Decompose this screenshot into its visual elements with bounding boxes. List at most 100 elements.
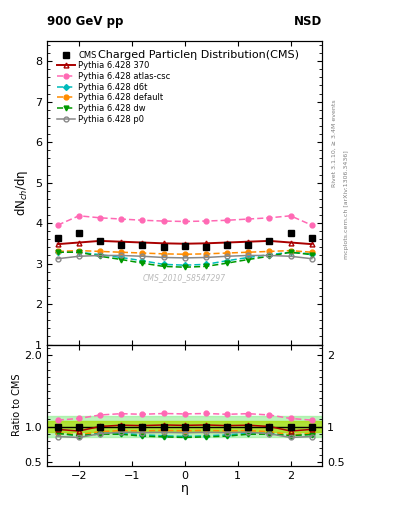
Pythia 6.428 d6t: [140, 258, 145, 264]
Pythia 6.428 d6t: [161, 261, 166, 267]
Pythia 6.428 dw: [119, 257, 123, 263]
CMS: [225, 242, 230, 248]
Pythia 6.428 370: [309, 241, 314, 247]
Pythia 6.428 atlas-csc: [55, 222, 60, 228]
Pythia 6.428 p0: [246, 252, 251, 259]
Pythia 6.428 p0: [309, 255, 314, 262]
Pythia 6.428 default: [204, 251, 208, 257]
Pythia 6.428 d6t: [119, 254, 123, 261]
Pythia 6.428 370: [267, 238, 272, 244]
Pythia 6.428 d6t: [98, 251, 103, 258]
Pythia 6.428 default: [225, 250, 230, 256]
Bar: [47, 421, 322, 432]
Pythia 6.428 d6t: [77, 249, 81, 255]
Pythia 6.428 d6t: [288, 249, 293, 255]
Pythia 6.428 p0: [182, 255, 187, 261]
Pythia 6.428 atlas-csc: [119, 216, 123, 222]
Pythia 6.428 dw: [246, 257, 251, 263]
Pythia 6.428 dw: [77, 249, 81, 255]
Pythia 6.428 d6t: [182, 262, 187, 268]
Pythia 6.428 dw: [267, 253, 272, 260]
CMS: [140, 242, 145, 248]
Pythia 6.428 atlas-csc: [225, 217, 230, 223]
Line: Pythia 6.428 d6t: Pythia 6.428 d6t: [56, 250, 314, 267]
Pythia 6.428 dw: [55, 249, 60, 255]
CMS: [161, 244, 166, 250]
Pythia 6.428 default: [309, 249, 314, 255]
Pythia 6.428 default: [288, 247, 293, 253]
CMS: [77, 230, 81, 236]
Text: NSD: NSD: [294, 15, 322, 28]
Pythia 6.428 d6t: [309, 251, 314, 257]
CMS: [55, 236, 60, 242]
Line: Pythia 6.428 dw: Pythia 6.428 dw: [55, 250, 314, 270]
Pythia 6.428 dw: [182, 264, 187, 270]
Pythia 6.428 default: [246, 249, 251, 255]
Text: 900 GeV pp: 900 GeV pp: [47, 15, 123, 28]
Pythia 6.428 370: [204, 240, 208, 246]
Text: CMS_2010_S8547297: CMS_2010_S8547297: [143, 273, 226, 282]
Line: Pythia 6.428 370: Pythia 6.428 370: [55, 239, 314, 247]
Pythia 6.428 370: [55, 241, 60, 247]
Pythia 6.428 default: [140, 250, 145, 256]
Pythia 6.428 370: [246, 239, 251, 245]
Pythia 6.428 default: [267, 248, 272, 254]
Pythia 6.428 d6t: [246, 254, 251, 261]
Line: Pythia 6.428 p0: Pythia 6.428 p0: [55, 253, 314, 261]
Pythia 6.428 dw: [98, 253, 103, 260]
Pythia 6.428 atlas-csc: [204, 218, 208, 224]
Pythia 6.428 370: [288, 240, 293, 246]
Pythia 6.428 atlas-csc: [288, 212, 293, 219]
Pythia 6.428 p0: [225, 253, 230, 260]
Pythia 6.428 dw: [288, 249, 293, 255]
Pythia 6.428 dw: [140, 260, 145, 266]
CMS: [204, 244, 208, 250]
Pythia 6.428 p0: [267, 252, 272, 259]
CMS: [288, 230, 293, 236]
Pythia 6.428 atlas-csc: [161, 218, 166, 224]
Pythia 6.428 p0: [140, 253, 145, 260]
Pythia 6.428 default: [182, 251, 187, 258]
Pythia 6.428 370: [140, 240, 145, 246]
Text: Charged Particleη Distribution(CMS): Charged Particleη Distribution(CMS): [98, 50, 299, 60]
Pythia 6.428 370: [77, 240, 81, 246]
CMS: [246, 242, 251, 248]
Pythia 6.428 atlas-csc: [267, 215, 272, 221]
Pythia 6.428 default: [119, 249, 123, 255]
Pythia 6.428 370: [98, 238, 103, 244]
X-axis label: η: η: [181, 482, 189, 495]
Pythia 6.428 d6t: [267, 251, 272, 258]
CMS: [267, 238, 272, 244]
Pythia 6.428 atlas-csc: [77, 212, 81, 219]
Pythia 6.428 default: [98, 248, 103, 254]
Pythia 6.428 default: [161, 251, 166, 257]
Pythia 6.428 dw: [309, 251, 314, 258]
Pythia 6.428 atlas-csc: [309, 222, 314, 228]
Pythia 6.428 atlas-csc: [246, 216, 251, 222]
Y-axis label: Ratio to CMS: Ratio to CMS: [12, 374, 22, 436]
Pythia 6.428 d6t: [55, 249, 60, 255]
Text: Rivet 3.1.10, ≥ 3.4M events: Rivet 3.1.10, ≥ 3.4M events: [332, 99, 337, 187]
Pythia 6.428 default: [77, 247, 81, 253]
Pythia 6.428 p0: [98, 252, 103, 259]
Pythia 6.428 atlas-csc: [98, 215, 103, 221]
Legend: CMS, Pythia 6.428 370, Pythia 6.428 atlas-csc, Pythia 6.428 d6t, Pythia 6.428 de: CMS, Pythia 6.428 370, Pythia 6.428 atla…: [54, 48, 173, 126]
Pythia 6.428 dw: [204, 263, 208, 269]
Pythia 6.428 d6t: [225, 258, 230, 264]
Pythia 6.428 d6t: [204, 261, 208, 267]
CMS: [182, 243, 187, 249]
CMS: [309, 236, 314, 242]
Pythia 6.428 p0: [55, 255, 60, 262]
Pythia 6.428 370: [161, 240, 166, 246]
Pythia 6.428 atlas-csc: [140, 217, 145, 223]
Y-axis label: dN$_{ch}$/dη: dN$_{ch}$/dη: [13, 169, 29, 216]
Line: Pythia 6.428 default: Pythia 6.428 default: [55, 248, 314, 257]
Pythia 6.428 p0: [288, 253, 293, 260]
Text: mcplots.cern.ch [arXiv:1306.3436]: mcplots.cern.ch [arXiv:1306.3436]: [344, 151, 349, 259]
Line: Pythia 6.428 atlas-csc: Pythia 6.428 atlas-csc: [55, 214, 314, 227]
CMS: [98, 238, 103, 244]
Bar: [47, 416, 322, 437]
Pythia 6.428 370: [225, 240, 230, 246]
Pythia 6.428 p0: [119, 252, 123, 259]
Pythia 6.428 atlas-csc: [182, 219, 187, 225]
